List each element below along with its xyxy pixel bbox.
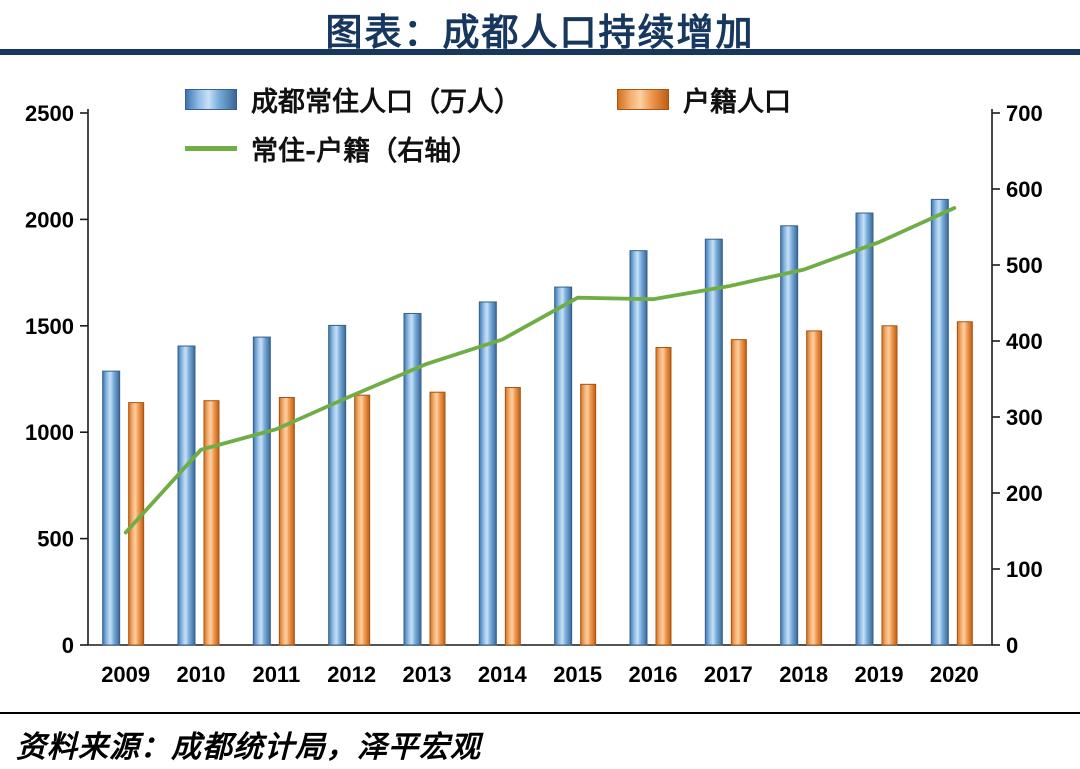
diff-line: [123, 206, 957, 535]
x-axis-label: 2011: [252, 662, 300, 687]
right-axis-label: 100: [1006, 557, 1043, 582]
x-axis-label: 2009: [101, 662, 150, 687]
registered-bar: [203, 400, 220, 646]
x-axis-label: 2015: [553, 662, 602, 687]
resident-bar: [252, 336, 271, 646]
diff-line-swatch: [185, 146, 237, 151]
legend-label-resident: 成都常住人口（万人）: [251, 87, 521, 118]
x-axis-label: 2010: [177, 662, 226, 687]
chart-legend: 成都常住人口（万人） 户籍人口 常住-户籍（右轴）: [185, 80, 791, 168]
registered-bar: [806, 330, 823, 646]
legend-item-resident: 成都常住人口（万人）: [185, 80, 521, 119]
x-axis-label: 2020: [930, 662, 979, 687]
resident-bar: [629, 250, 648, 646]
left-axis-label: 500: [37, 527, 74, 552]
right-axis-label: 200: [1006, 481, 1043, 506]
legend-label-diff: 常住-户籍（右轴）: [251, 136, 479, 167]
source-divider: [0, 712, 1080, 714]
x-axis-label: 2016: [629, 662, 678, 687]
x-axis-label: 2019: [855, 662, 904, 687]
legend-row-2: 常住-户籍（右轴）: [185, 129, 478, 168]
right-axis-label: 500: [1006, 253, 1043, 278]
resident-bar: [855, 212, 874, 646]
title-divider: [0, 49, 1080, 55]
right-axis-label: 600: [1006, 177, 1043, 202]
legend-label-registered: 户籍人口: [683, 87, 791, 118]
registered-bar-swatch: [617, 89, 669, 110]
registered-bar: [655, 347, 672, 646]
legend-row-1: 成都常住人口（万人） 户籍人口: [185, 80, 791, 119]
right-axis-label: 400: [1006, 329, 1043, 354]
resident-bar: [930, 198, 949, 646]
x-axis-label: 2012: [327, 662, 376, 687]
resident-bar: [478, 301, 497, 646]
right-axis-label: 300: [1006, 405, 1043, 430]
resident-bar: [177, 345, 196, 646]
x-axis-label: 2013: [403, 662, 452, 687]
resident-bar: [704, 238, 723, 646]
registered-bar: [580, 383, 597, 646]
left-axis-label: 0: [62, 633, 74, 658]
resident-bar: [780, 225, 799, 646]
resident-bar-swatch: [185, 89, 237, 110]
left-axis-label: 2000: [25, 207, 74, 232]
chart-title: 图表：成都人口持续增加: [325, 10, 755, 54]
left-axis-label: 1500: [25, 314, 74, 339]
legend-item-registered: 户籍人口: [617, 80, 791, 119]
registered-bar: [956, 321, 973, 646]
right-axis-label: 700: [1006, 101, 1043, 126]
left-axis-label: 2500: [25, 101, 74, 126]
registered-bar: [429, 391, 446, 646]
x-axis-label: 2017: [704, 662, 753, 687]
registered-bar: [354, 394, 371, 646]
population-chart: 0 500 1000 1500 2000 2500 0 100 200 300 400 500 600 7…: [25, 101, 1043, 687]
x-axis-label: 2014: [478, 662, 528, 687]
source-text: 资料来源：成都统计局，泽平宏观: [16, 730, 481, 765]
resident-bar: [102, 370, 121, 646]
registered-bar: [504, 387, 521, 646]
resident-bar: [328, 324, 347, 646]
resident-bar: [554, 286, 573, 646]
resident-bar: [403, 312, 422, 646]
registered-bar: [730, 339, 747, 646]
legend-item-diff: 常住-户籍（右轴）: [185, 129, 478, 168]
left-axis-label: 1000: [25, 420, 74, 445]
x-axis-label: 2018: [779, 662, 828, 687]
registered-bar: [881, 325, 898, 646]
right-axis-label: 0: [1006, 633, 1018, 658]
registered-bar: [278, 397, 295, 646]
